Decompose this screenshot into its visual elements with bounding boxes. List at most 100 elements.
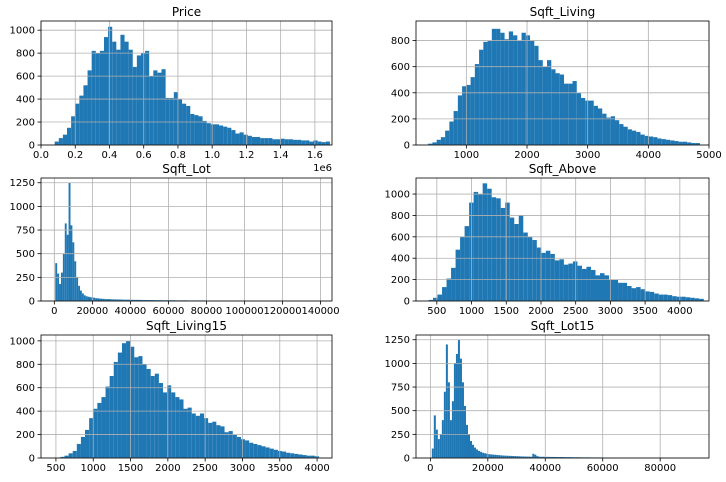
histogram-bar — [447, 382, 450, 458]
histogram-bar — [116, 49, 121, 145]
histogram-bar — [572, 261, 578, 301]
histogram-bar — [134, 357, 139, 458]
histogram-bar — [198, 116, 203, 145]
histogram-bar — [219, 125, 224, 145]
x-tick-label: 0 — [51, 306, 57, 317]
histogram-bar — [695, 143, 700, 145]
histogram-bar — [648, 136, 654, 145]
histogram-bar — [127, 299, 130, 301]
histogram-bar — [487, 188, 492, 301]
histogram-bar — [478, 194, 483, 301]
histogram-bar — [464, 226, 470, 301]
histogram-bar — [542, 456, 545, 458]
histogram-bar — [247, 135, 252, 145]
histogram-bar — [301, 140, 306, 145]
histogram-bar — [474, 447, 477, 458]
histogram-bar — [455, 353, 458, 458]
histogram-bar — [276, 139, 281, 145]
histogram-bar — [235, 133, 240, 145]
y-tick-label: 200 — [16, 118, 35, 129]
histogram-bar — [428, 143, 433, 145]
y-tick-label: 600 — [16, 383, 35, 394]
histogram-bar — [640, 289, 646, 301]
histogram-bar — [59, 283, 61, 301]
histogram-bar — [636, 131, 641, 145]
y-tick-label: 1000 — [10, 202, 35, 213]
histogram-bar — [449, 121, 454, 145]
histogram-bar — [72, 242, 75, 301]
x-tick-label: 2000 — [528, 306, 553, 317]
histogram-bar — [534, 454, 537, 458]
histogram-bar — [91, 50, 96, 145]
histogram-bar — [206, 123, 211, 145]
histogram-bar — [568, 263, 573, 301]
y-tick-label: 1000 — [385, 190, 410, 201]
histogram-bar — [297, 139, 302, 145]
histogram-bar — [273, 449, 278, 458]
histogram-bar — [97, 402, 102, 458]
histogram-bar — [87, 296, 90, 301]
y-tick-label: 400 — [16, 407, 35, 418]
histogram-bar — [500, 207, 506, 301]
histogram-bar — [100, 298, 103, 301]
chart-title: Price — [172, 5, 201, 19]
histogram-bar — [305, 140, 310, 145]
histogram-bar — [667, 295, 673, 301]
histogram-bar — [466, 84, 471, 145]
histogram-bar — [146, 300, 149, 301]
histogram-bar — [462, 86, 467, 145]
x-tick-label: 20000 — [76, 306, 108, 317]
chart-title: Sqft_Lot — [162, 162, 211, 176]
histogram-bar — [496, 198, 501, 301]
histogram-bar — [167, 385, 172, 458]
histogram-bar — [89, 297, 92, 301]
x-tick-label: 2500 — [192, 463, 217, 474]
histogram-bar — [288, 139, 293, 145]
histogram-bar — [214, 124, 220, 145]
histogram-bar — [245, 440, 250, 458]
histogram-bar — [110, 299, 113, 301]
histogram-bar — [586, 266, 591, 301]
histogram-bar — [527, 236, 533, 301]
histogram-bar — [518, 456, 521, 458]
histogram-bar — [559, 74, 565, 145]
histogram-bar — [140, 299, 143, 301]
histogram-bar — [640, 134, 645, 145]
histogram-bar — [498, 455, 501, 458]
histogram-bar — [228, 431, 233, 458]
histogram-bar — [494, 454, 497, 458]
histogram-bar — [169, 97, 174, 145]
histogram-bar — [163, 392, 168, 458]
histogram-panel-2: 1000 2000 3000 4000 5000 0 200 400 600 800 Sqft_Li… — [391, 5, 722, 161]
y-tick-label: 200 — [391, 114, 410, 125]
histogram-bar — [124, 41, 129, 145]
histogram-bar — [54, 141, 59, 145]
histogram-bar — [488, 454, 491, 458]
histogram-bar — [564, 83, 569, 145]
histogram-bar — [563, 264, 569, 301]
histogram-bar — [76, 443, 81, 458]
histogram-bar — [161, 69, 166, 145]
histogram-bar — [657, 138, 662, 145]
histogram-bar — [190, 114, 195, 145]
histogram-bar — [55, 263, 58, 301]
histogram-bar — [249, 442, 254, 458]
histogram-bar — [136, 55, 141, 145]
x-tick-label: 1000 — [459, 306, 484, 317]
histogram-bar — [224, 432, 229, 458]
histogram-bar — [130, 346, 135, 458]
x-tick-label: 40000 — [114, 306, 146, 317]
histogram-bar — [514, 223, 519, 301]
histogram-bar — [186, 105, 191, 145]
histogram-bar — [570, 457, 573, 458]
y-tick-label: 1000 — [10, 26, 35, 37]
axes-frame — [40, 177, 333, 302]
x-tick-label: 2000 — [155, 463, 180, 474]
histogram-bar — [457, 95, 463, 145]
x-tick-label: 0.0 — [33, 150, 49, 161]
histogram-bar — [195, 415, 200, 458]
x-tick-label: 1000 — [454, 150, 479, 161]
histogram-bar — [474, 64, 480, 145]
histogram-bar — [126, 340, 131, 458]
histogram-bar — [251, 136, 256, 145]
